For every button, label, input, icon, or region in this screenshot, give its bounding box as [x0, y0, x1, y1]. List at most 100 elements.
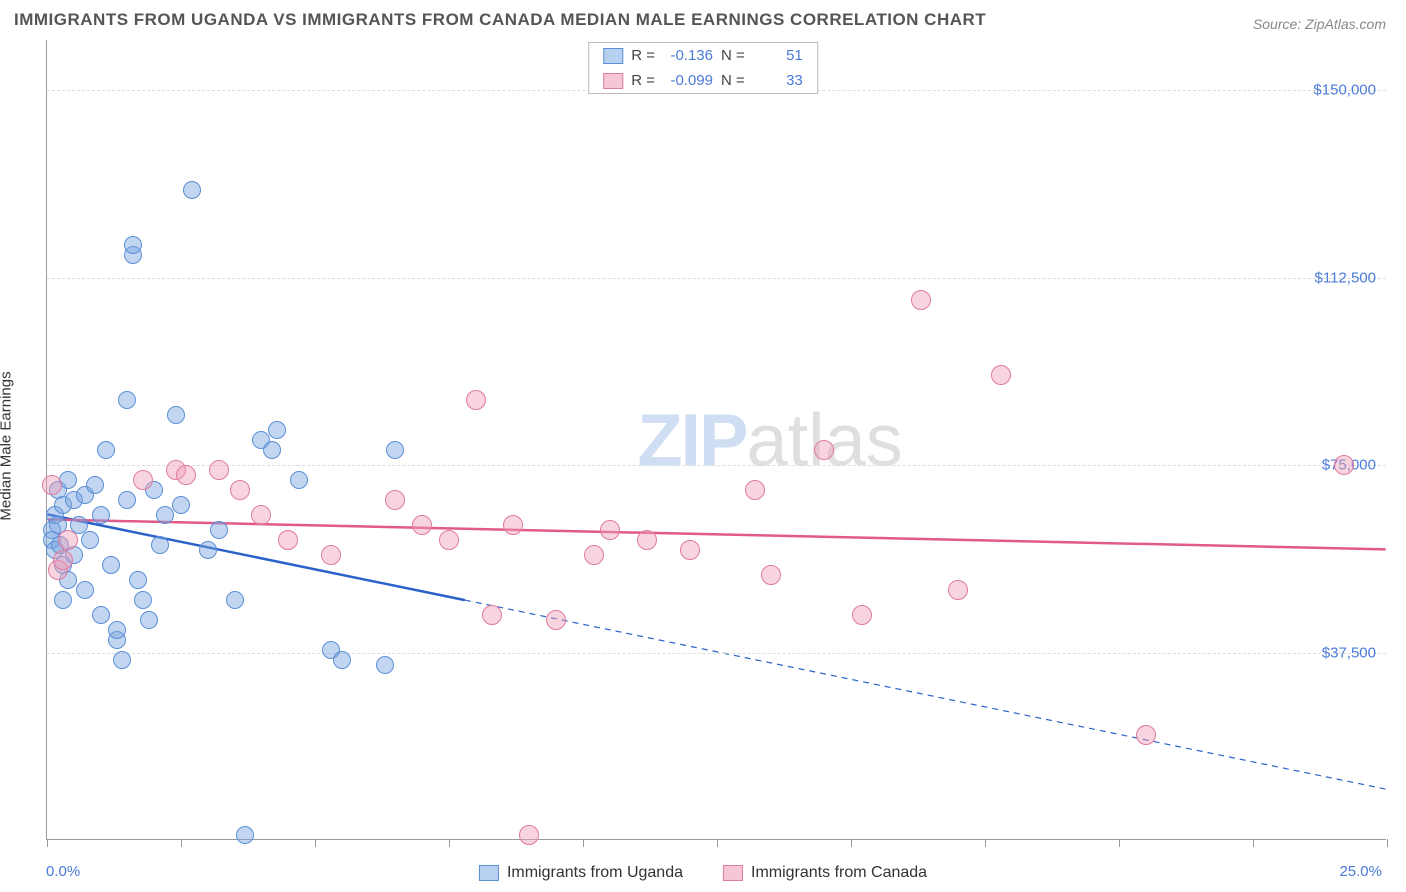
scatter-point	[948, 580, 968, 600]
gridline	[47, 465, 1386, 466]
scatter-point	[519, 825, 539, 845]
x-axis-tick	[315, 839, 316, 847]
trend-line-solid	[47, 519, 1385, 549]
scatter-point	[333, 651, 351, 669]
scatter-point	[251, 505, 271, 525]
scatter-point	[151, 536, 169, 554]
scatter-point	[156, 506, 174, 524]
scatter-point	[226, 591, 244, 609]
scatter-point	[745, 480, 765, 500]
scatter-point	[991, 365, 1011, 385]
scatter-point	[637, 530, 657, 550]
scatter-point	[118, 491, 136, 509]
gridline	[47, 278, 1386, 279]
watermark-zip: ZIP	[637, 398, 746, 481]
scatter-point	[503, 515, 523, 535]
r-label: R =	[631, 72, 655, 89]
correlation-legend-row: R = -0.136 N = 51	[589, 43, 817, 68]
scatter-point	[376, 656, 394, 674]
scatter-point	[814, 440, 834, 460]
scatter-point	[439, 530, 459, 550]
scatter-point	[386, 441, 404, 459]
scatter-point	[167, 406, 185, 424]
scatter-point	[133, 470, 153, 490]
scatter-point	[86, 476, 104, 494]
scatter-point	[911, 290, 931, 310]
correlation-legend-row: R = -0.099 N = 33	[589, 68, 817, 93]
scatter-point	[230, 480, 250, 500]
series-legend-label: Immigrants from Uganda	[507, 864, 683, 882]
scatter-point	[199, 541, 217, 559]
scatter-point	[108, 621, 126, 639]
n-value: 51	[753, 47, 803, 64]
scatter-point	[1136, 725, 1156, 745]
scatter-point	[172, 496, 190, 514]
series-legend-label: Immigrants from Canada	[751, 864, 927, 882]
scatter-point	[482, 605, 502, 625]
series-legend-item: Immigrants from Uganda	[479, 864, 683, 882]
legend-swatch	[723, 865, 743, 881]
y-axis-tick-label: $150,000	[1313, 82, 1376, 99]
scatter-point	[209, 460, 229, 480]
trend-lines-layer	[47, 40, 1386, 839]
scatter-point	[53, 550, 73, 570]
legend-swatch	[603, 48, 623, 64]
x-axis-tick	[449, 839, 450, 847]
scatter-point	[76, 581, 94, 599]
scatter-point	[1334, 455, 1354, 475]
scatter-point	[42, 475, 62, 495]
scatter-point	[290, 471, 308, 489]
x-axis-tick	[583, 839, 584, 847]
x-axis-tick	[1253, 839, 1254, 847]
x-axis-tick	[1119, 839, 1120, 847]
scatter-point	[97, 441, 115, 459]
chart-title: IMMIGRANTS FROM UGANDA VS IMMIGRANTS FRO…	[14, 10, 986, 30]
scatter-point	[92, 506, 110, 524]
legend-swatch	[603, 73, 623, 89]
scatter-point	[466, 390, 486, 410]
scatter-point	[176, 465, 196, 485]
chart-plot-area: ZIPatlas $37,500$75,000$112,500$150,000	[46, 40, 1386, 840]
scatter-point	[761, 565, 781, 585]
r-value: -0.136	[663, 47, 713, 64]
x-axis-tick	[985, 839, 986, 847]
scatter-point	[278, 530, 298, 550]
x-axis-tick	[851, 839, 852, 847]
scatter-point	[134, 591, 152, 609]
scatter-point	[852, 605, 872, 625]
scatter-point	[124, 236, 142, 254]
scatter-point	[183, 181, 201, 199]
scatter-point	[113, 651, 131, 669]
scatter-point	[268, 421, 286, 439]
y-axis-tick-label: $37,500	[1322, 644, 1376, 661]
scatter-point	[546, 610, 566, 630]
scatter-point	[680, 540, 700, 560]
scatter-point	[92, 606, 110, 624]
y-axis-title: Median Male Earnings	[0, 371, 15, 520]
n-label: N =	[721, 72, 745, 89]
scatter-point	[210, 521, 228, 539]
scatter-point	[412, 515, 432, 535]
scatter-point	[58, 530, 78, 550]
x-axis-tick	[47, 839, 48, 847]
trend-line-dashed	[465, 600, 1386, 789]
r-value: -0.099	[663, 72, 713, 89]
n-value: 33	[753, 72, 803, 89]
scatter-point	[81, 531, 99, 549]
n-label: N =	[721, 47, 745, 64]
x-axis-max-label: 25.0%	[1339, 863, 1382, 880]
r-label: R =	[631, 47, 655, 64]
gridline	[47, 653, 1386, 654]
scatter-point	[140, 611, 158, 629]
scatter-point	[129, 571, 147, 589]
x-axis-min-label: 0.0%	[46, 863, 80, 880]
scatter-point	[385, 490, 405, 510]
scatter-point	[584, 545, 604, 565]
series-legend-item: Immigrants from Canada	[723, 864, 927, 882]
correlation-legend: R = -0.136 N = 51 R = -0.099 N = 33	[588, 42, 818, 94]
series-legend: Immigrants from Uganda Immigrants from C…	[479, 864, 927, 882]
x-axis-tick	[1387, 839, 1388, 847]
legend-swatch	[479, 865, 499, 881]
scatter-point	[263, 441, 281, 459]
scatter-point	[118, 391, 136, 409]
